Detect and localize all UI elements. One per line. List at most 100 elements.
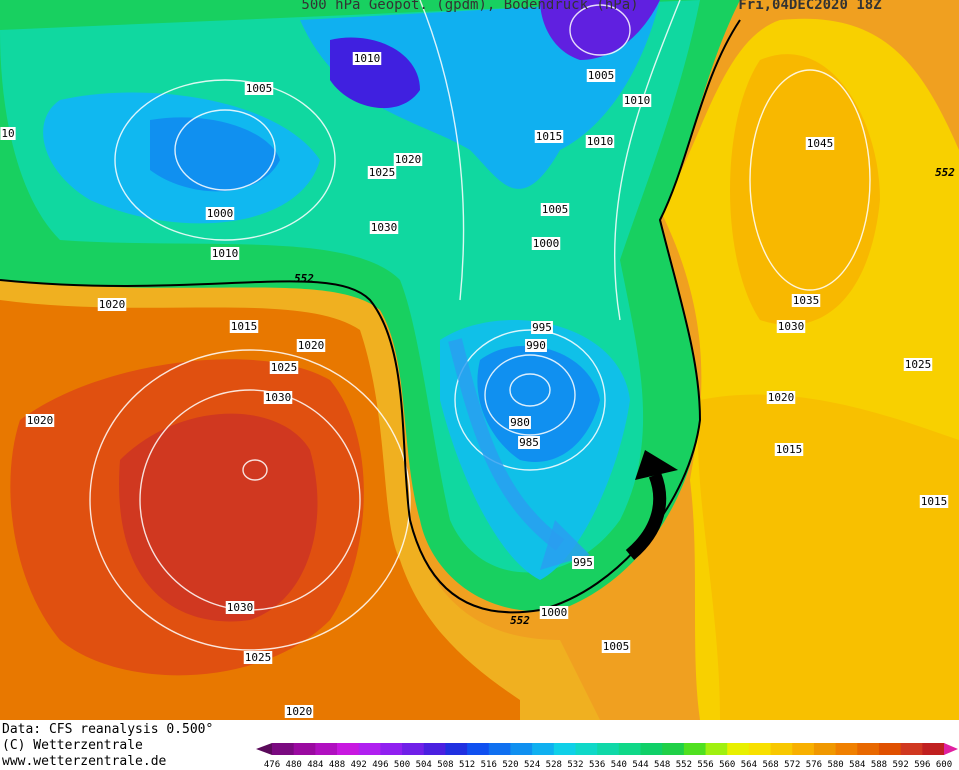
contour-label-bg bbox=[518, 436, 540, 449]
contour-label-bg bbox=[531, 237, 561, 250]
colorbar-bin bbox=[380, 743, 403, 755]
contour-label-bg bbox=[25, 414, 55, 427]
contour-label: 1020 bbox=[298, 339, 325, 352]
colorbar-bin bbox=[727, 743, 750, 755]
contour-label: 1015 bbox=[231, 320, 258, 333]
contour-label-bg bbox=[243, 651, 273, 664]
contour-label: 1030 bbox=[265, 391, 292, 404]
contour-label-bg bbox=[210, 247, 240, 260]
contour-label-bg bbox=[263, 391, 293, 404]
contour-label: 985 bbox=[519, 436, 539, 449]
colorbar-tick-label: 516 bbox=[481, 760, 497, 770]
map-date: Fri,04DEC2020 18Z bbox=[738, 0, 881, 13]
contour-label: 1005 bbox=[246, 82, 273, 95]
contour-label: 1020 bbox=[99, 298, 126, 311]
colorbar-bin bbox=[835, 743, 858, 755]
colorbar-bin bbox=[683, 743, 707, 755]
colorbar-tick-label: 524 bbox=[524, 760, 540, 770]
contour-label-bg bbox=[791, 294, 821, 307]
colorbar-bin bbox=[467, 743, 490, 755]
contour-label: 1020 bbox=[286, 705, 313, 718]
contour-label: 1010 bbox=[354, 52, 381, 65]
contour-label-bg bbox=[0, 127, 16, 140]
colorbar-tick-label: 532 bbox=[567, 760, 583, 770]
colorbar-tick-label: 508 bbox=[437, 760, 453, 770]
colorbar-bin bbox=[922, 743, 945, 755]
contour-label-bg bbox=[244, 82, 274, 95]
contour-label-bg bbox=[766, 391, 796, 404]
contour-label-bg bbox=[269, 361, 299, 374]
map-title: 500 hPa Geopot. (gpdm), Bodendruck (hPa) bbox=[301, 0, 638, 13]
contour-label-bg bbox=[776, 320, 806, 333]
colorbar-bin bbox=[532, 743, 555, 755]
contour-label-bg bbox=[284, 705, 314, 718]
contour-label: 1030 bbox=[371, 221, 398, 234]
colorbar-bin bbox=[293, 743, 316, 755]
colorbar-bin bbox=[900, 743, 923, 755]
colorbar-tick-label: 588 bbox=[871, 760, 887, 770]
colorbar-bin bbox=[748, 743, 772, 755]
colorbar-bin bbox=[423, 743, 446, 755]
colorbar-tick-label: 572 bbox=[784, 760, 800, 770]
contour-label: 552 bbox=[294, 272, 314, 285]
contour-label-bg bbox=[531, 321, 553, 334]
colorbar-tick-label: 536 bbox=[589, 760, 605, 770]
contour-label: 1025 bbox=[245, 651, 272, 664]
colorbar-tick-label: 564 bbox=[741, 760, 757, 770]
colorbar-tick-label: 488 bbox=[329, 760, 345, 770]
contour-label: 1020 bbox=[768, 391, 795, 404]
colorbar-tick-label: 592 bbox=[893, 760, 909, 770]
colorbar-bin bbox=[272, 743, 295, 755]
colorbar-tick-label: 480 bbox=[286, 760, 302, 770]
colorbar-tick-label: 484 bbox=[307, 760, 323, 770]
map-field bbox=[0, 0, 959, 720]
colorbar-bin bbox=[640, 743, 663, 755]
colorbar-tick-label: 476 bbox=[264, 760, 280, 770]
contour-label: 1000 bbox=[207, 207, 234, 220]
contour-label-bg bbox=[539, 606, 569, 619]
colorbar-tick-label: 544 bbox=[632, 760, 648, 770]
colorbar-bin bbox=[705, 743, 728, 755]
contour-label-bg bbox=[352, 52, 382, 65]
isobar bbox=[569, 4, 631, 56]
colorbar-tick-label: 580 bbox=[827, 760, 843, 770]
contour-label: 980 bbox=[510, 416, 530, 429]
footer-copyright: (C) Wetterzentrale bbox=[2, 738, 143, 753]
colorbar-bin bbox=[618, 743, 642, 755]
contour-label-bg bbox=[367, 166, 397, 179]
colorbar-tick-label: 504 bbox=[416, 760, 432, 770]
footer-url: www.wetterzentrale.de bbox=[2, 754, 167, 769]
isobar bbox=[509, 373, 551, 407]
colorbar-bin bbox=[337, 743, 360, 755]
colorbar-bin bbox=[770, 743, 793, 755]
contour-label: 1020 bbox=[27, 414, 54, 427]
contour-label-bg bbox=[540, 203, 570, 216]
contour-label: 1000 bbox=[541, 606, 568, 619]
contour-label-bg bbox=[525, 339, 547, 352]
contour-label-bg bbox=[919, 495, 949, 508]
contour-label-bg bbox=[601, 640, 631, 653]
colorbar-bin bbox=[553, 743, 576, 755]
contour-552 bbox=[0, 19, 741, 614]
contour-label: 1005 bbox=[588, 69, 615, 82]
colorbar-bin bbox=[358, 743, 381, 755]
contour-label: 1030 bbox=[778, 320, 805, 333]
colorbar-extend-high bbox=[944, 743, 958, 755]
colorbar-bin bbox=[510, 743, 533, 755]
contour-label: 995 bbox=[532, 321, 552, 334]
contour-label: 1015 bbox=[921, 495, 948, 508]
contour-label: 990 bbox=[526, 339, 546, 352]
contour-label-bg bbox=[296, 339, 326, 352]
contour-label: 1025 bbox=[369, 166, 396, 179]
contour-label-bg bbox=[805, 137, 835, 150]
colorbar-tick-label: 600 bbox=[936, 760, 952, 770]
contour-label: 10 bbox=[1, 127, 14, 140]
contour-label: 1010 bbox=[212, 247, 239, 260]
contour-label: 1000 bbox=[533, 237, 560, 250]
contour-label-bg bbox=[97, 298, 127, 311]
colorbar-bin bbox=[402, 743, 425, 755]
colorbar-tick-label: 576 bbox=[806, 760, 822, 770]
colorbar-bin bbox=[575, 743, 598, 755]
